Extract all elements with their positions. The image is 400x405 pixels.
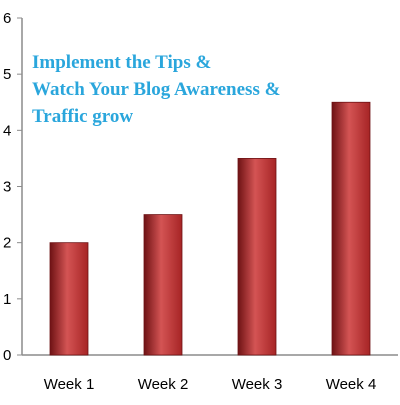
bar	[143, 214, 183, 356]
y-tick-label: 1	[3, 291, 11, 308]
chart-title-line-1: Implement the Tips &	[32, 52, 211, 73]
x-category-label: Week 4	[326, 376, 377, 393]
y-tick-label: 0	[3, 347, 11, 364]
y-axis-ticks: 0 1 2 3 4 5 6	[3, 10, 22, 364]
y-tick-label: 4	[3, 122, 11, 139]
chart-title-line-2: Watch Your Blog Awareness &	[32, 79, 280, 100]
x-category-label: Week 1	[44, 376, 95, 393]
x-axis-category-labels: Week 1 Week 2 Week 3 Week 4	[44, 376, 377, 393]
x-category-label: Week 2	[138, 376, 189, 393]
bar	[49, 242, 89, 356]
y-tick-label: 2	[3, 235, 11, 252]
y-tick-label: 5	[3, 66, 11, 83]
y-tick-label: 6	[3, 10, 11, 27]
bar	[237, 158, 277, 356]
chart-title-line-3: Traffic grow	[32, 106, 133, 127]
y-tick-label: 3	[3, 179, 11, 196]
x-category-label: Week 3	[232, 376, 283, 393]
bar	[331, 101, 371, 356]
chart-title: Implement the Tips & Watch Your Blog Awa…	[32, 52, 280, 127]
bars	[49, 101, 371, 356]
